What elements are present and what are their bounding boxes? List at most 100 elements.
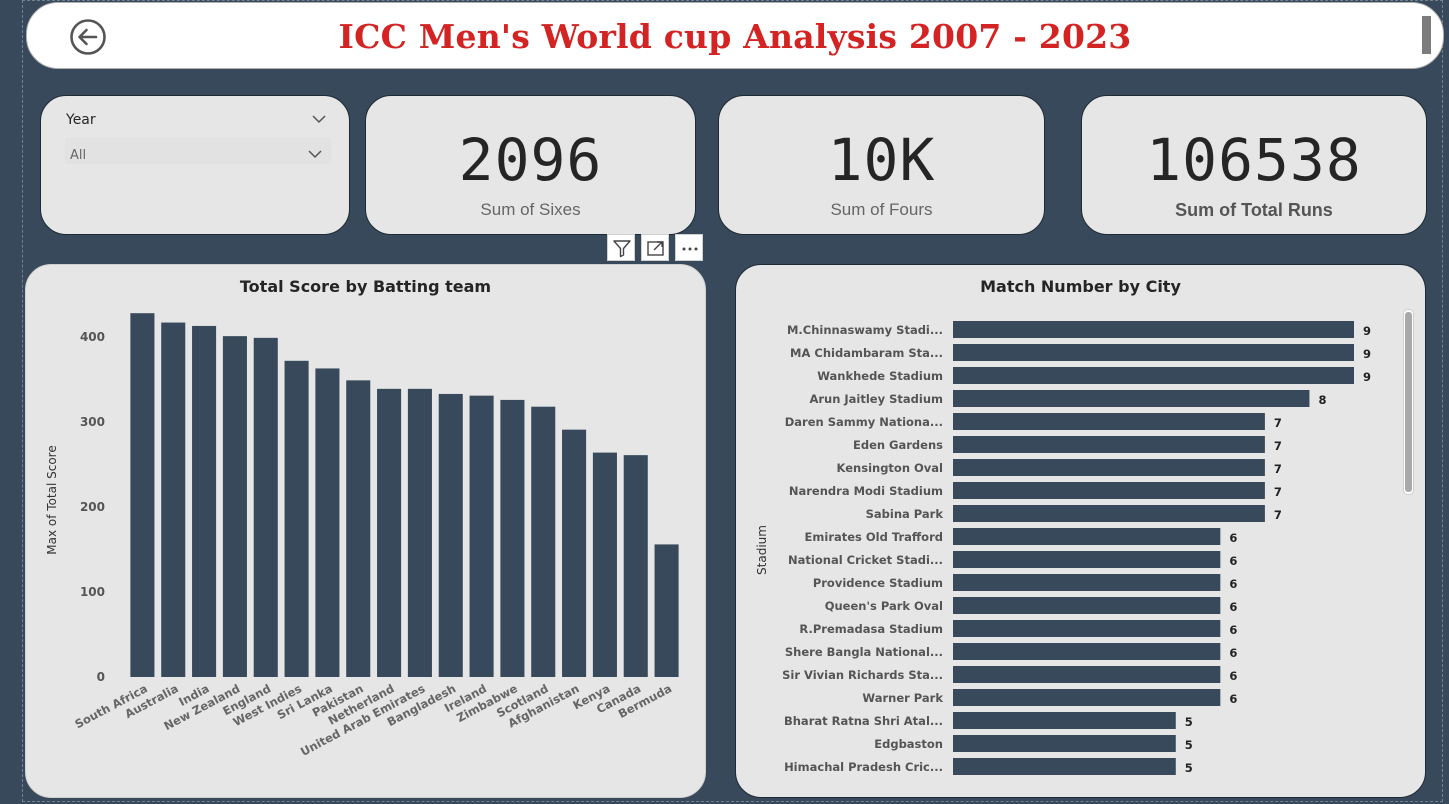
- chevron-down-icon[interactable]: [312, 115, 326, 124]
- y-axis-label: Max of Total Score: [45, 445, 59, 554]
- bar[interactable]: [953, 344, 1354, 361]
- bar[interactable]: [953, 712, 1176, 729]
- kpi-label: Sum of Sixes: [480, 200, 581, 219]
- category-label: Sabina Park: [866, 507, 944, 521]
- data-label: 6: [1229, 692, 1237, 706]
- category-label: Shere Bangla National...: [785, 645, 943, 659]
- bar[interactable]: [953, 367, 1354, 384]
- chart-scrollbar-thumb[interactable]: [1405, 312, 1412, 492]
- filter-button[interactable]: [607, 234, 635, 261]
- chevron-down-icon[interactable]: [308, 150, 322, 159]
- y-tick-label: 100: [80, 585, 105, 599]
- category-label: Narendra Modi Stadium: [789, 484, 943, 498]
- category-label: M.Chinnaswamy Stadi...: [787, 323, 943, 337]
- data-label: 6: [1229, 531, 1237, 545]
- kpi-value: 106538: [1146, 126, 1362, 194]
- data-label: 5: [1185, 761, 1193, 775]
- category-label: R.Premadasa Stadium: [799, 622, 943, 636]
- bar[interactable]: [953, 505, 1265, 522]
- data-label: 6: [1229, 669, 1237, 683]
- bar[interactable]: [592, 452, 617, 677]
- data-label: 6: [1229, 554, 1237, 568]
- arrow-left-circle-icon[interactable]: [69, 18, 107, 56]
- y-tick-label: 200: [80, 500, 105, 514]
- bar[interactable]: [953, 321, 1354, 338]
- bar[interactable]: [953, 482, 1265, 499]
- bar[interactable]: [953, 689, 1221, 706]
- bar[interactable]: [500, 399, 525, 677]
- bar[interactable]: [315, 368, 340, 677]
- bar[interactable]: [623, 455, 648, 677]
- bar[interactable]: [253, 337, 278, 677]
- batting-team-chart-card: Total Score by Batting team 0 100 200 300 40…: [25, 264, 706, 798]
- bar[interactable]: [953, 643, 1221, 660]
- data-label: 5: [1185, 715, 1193, 729]
- data-label: 7: [1274, 416, 1282, 430]
- bar[interactable]: [953, 758, 1176, 775]
- category-label: Eden Gardens: [853, 438, 943, 452]
- bar[interactable]: [953, 620, 1221, 637]
- category-label: Bharat Ratna Shri Atal...: [784, 714, 943, 728]
- header-scroll-handle[interactable]: [1422, 16, 1431, 54]
- slicer-selected-value: All: [70, 148, 87, 163]
- category-label: Himachal Pradesh Cric...: [784, 760, 943, 774]
- bar[interactable]: [407, 388, 432, 677]
- bar[interactable]: [531, 406, 556, 677]
- data-label: 7: [1274, 462, 1282, 476]
- data-label: 7: [1274, 508, 1282, 522]
- data-label: 8: [1318, 393, 1326, 407]
- bar[interactable]: [953, 413, 1265, 430]
- bar[interactable]: [953, 551, 1221, 568]
- data-label: 6: [1229, 623, 1237, 637]
- bar[interactable]: [377, 388, 402, 677]
- header-bar: ICC Men's World cup Analysis 2007 - 2023: [26, 2, 1444, 69]
- bar[interactable]: [346, 380, 371, 677]
- bar[interactable]: [130, 313, 155, 677]
- kpi-value: 10K: [827, 126, 936, 194]
- data-label: 6: [1229, 577, 1237, 591]
- y-axis-label: Stadium: [755, 525, 769, 575]
- category-label: Warner Park: [862, 691, 943, 705]
- more-options-button[interactable]: [675, 234, 703, 261]
- page-title: ICC Men's World cup Analysis 2007 - 2023: [338, 17, 1132, 56]
- category-label: Emirates Old Trafford: [805, 530, 943, 544]
- data-label: 6: [1229, 646, 1237, 660]
- bar[interactable]: [284, 360, 309, 677]
- focus-mode-button[interactable]: [641, 234, 669, 261]
- data-label: 7: [1274, 485, 1282, 499]
- bar[interactable]: [953, 666, 1221, 683]
- bar[interactable]: [161, 322, 186, 677]
- bar[interactable]: [469, 395, 494, 677]
- category-label: Edgbaston: [874, 737, 943, 751]
- category-label: Sir Vivian Richards Sta...: [782, 668, 943, 682]
- bar[interactable]: [953, 436, 1265, 453]
- bar[interactable]: [953, 735, 1176, 752]
- bar[interactable]: [953, 574, 1221, 591]
- match-by-city-chart-card: Match Number by City Stadium M.Chinnaswam…: [735, 264, 1426, 798]
- category-label: Kensington Oval: [837, 461, 943, 475]
- category-label: Queen's Park Oval: [825, 599, 943, 613]
- kpi-card-sixes: 2096 Sum of Sixes: [365, 95, 696, 235]
- chart-title: Match Number by City: [980, 277, 1181, 296]
- bar[interactable]: [654, 544, 679, 677]
- data-label: 9: [1363, 370, 1371, 384]
- data-label: 9: [1363, 347, 1371, 361]
- bar[interactable]: [222, 336, 247, 677]
- bar[interactable]: [192, 325, 217, 677]
- bar[interactable]: [953, 459, 1265, 476]
- y-tick-label: 300: [80, 415, 105, 429]
- bar[interactable]: [953, 390, 1310, 407]
- kpi-card-fours: 10K Sum of Fours: [718, 95, 1045, 235]
- bar[interactable]: [953, 597, 1221, 614]
- category-label: Wankhede Stadium: [817, 369, 943, 383]
- kpi-value: 2096: [458, 126, 603, 194]
- bar[interactable]: [438, 393, 463, 677]
- slicer-dropdown[interactable]: [65, 138, 331, 164]
- category-label: National Cricket Stadi...: [788, 553, 943, 567]
- bar[interactable]: [562, 429, 587, 677]
- kpi-label: Sum of Total Runs: [1175, 200, 1333, 220]
- focus-mode-icon: [647, 241, 664, 256]
- data-label: 6: [1229, 600, 1237, 614]
- bar[interactable]: [953, 528, 1221, 545]
